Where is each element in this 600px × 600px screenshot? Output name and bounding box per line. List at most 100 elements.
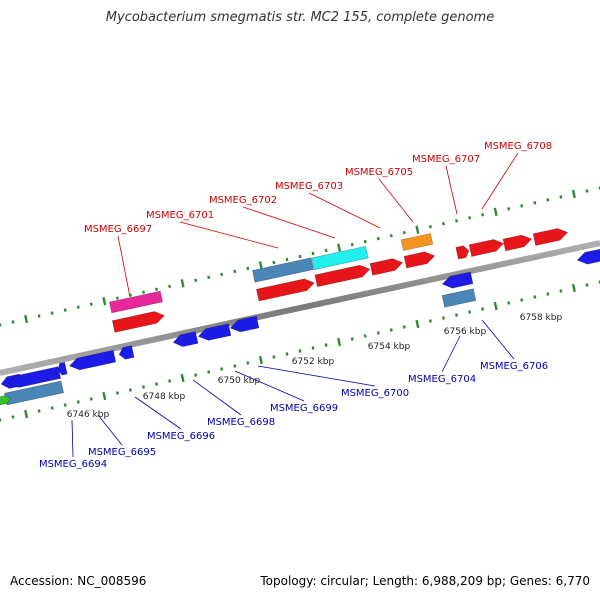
gene-label[interactable]: MSMEG_6703 (275, 181, 343, 192)
minor-tick (324, 248, 328, 253)
label-connector (445, 165, 458, 215)
label-connector (481, 152, 519, 210)
gene-feature[interactable] (502, 233, 533, 252)
major-tick (24, 314, 29, 324)
major-tick (571, 189, 576, 199)
minor-tick (194, 278, 198, 283)
label-connector (308, 192, 381, 229)
major-tick (102, 297, 107, 306)
minor-tick (350, 242, 354, 247)
minor-tick (468, 216, 472, 220)
gene-label[interactable]: MSMEG_6707 (412, 154, 480, 165)
label-connector (192, 379, 242, 416)
minor-tick (37, 314, 41, 318)
major-tick (337, 337, 342, 347)
minor-tick (402, 230, 406, 235)
minor-tick (272, 355, 276, 359)
minor-tick (115, 296, 119, 300)
gene-label[interactable]: MSMEG_6695 (88, 447, 156, 458)
gene-feature[interactable] (0, 395, 12, 406)
minor-tick (402, 325, 406, 329)
minor-tick (442, 316, 445, 320)
gene-feature[interactable] (455, 245, 470, 260)
gene-label[interactable]: MSMEG_6699 (270, 403, 338, 414)
gene-feature[interactable] (109, 290, 163, 314)
minor-tick (89, 397, 93, 401)
major-tick (24, 409, 29, 419)
gene-feature[interactable] (441, 271, 474, 290)
minor-tick (298, 254, 302, 259)
minor-tick (246, 361, 250, 365)
gene-feature[interactable] (229, 315, 260, 334)
gene-label[interactable]: MSMEG_6704 (408, 374, 476, 385)
gene-feature[interactable] (468, 238, 505, 257)
label-connector (378, 178, 414, 223)
gene-feature[interactable] (314, 263, 371, 288)
gene-label[interactable]: MSMEG_6708 (484, 141, 552, 152)
gene-feature[interactable] (311, 245, 369, 271)
gene-label[interactable]: MSMEG_6697 (84, 224, 152, 235)
major-tick (258, 261, 263, 270)
gene-label[interactable]: MSMEG_6706 (480, 361, 548, 372)
gene-label[interactable]: MSMEG_6694 (39, 459, 107, 470)
minor-tick (37, 409, 41, 413)
gene-label[interactable]: MSMEG_6705 (345, 167, 413, 178)
minor-tick (455, 219, 458, 223)
label-connector (441, 335, 461, 373)
gene-label[interactable]: MSMEG_6701 (146, 210, 214, 221)
minor-tick (272, 260, 276, 265)
gene-feature[interactable] (118, 345, 135, 361)
gene-label[interactable]: MSMEG_6696 (147, 431, 215, 442)
major-tick (180, 279, 185, 288)
gene-feature[interactable] (111, 310, 165, 333)
scale-tick-label: 6748 kbp (143, 392, 186, 402)
minor-tick (89, 302, 93, 306)
gene-feature[interactable] (532, 227, 569, 246)
gene-feature[interactable] (403, 250, 436, 269)
minor-tick (363, 334, 367, 338)
gene-feature[interactable] (68, 349, 117, 371)
label-connector (481, 319, 515, 360)
major-tick (415, 319, 420, 329)
minor-tick (220, 272, 224, 277)
minor-tick (128, 388, 132, 392)
minor-tick (76, 305, 80, 309)
scale-tick-label: 6756 kbp (444, 327, 487, 337)
gene-label[interactable]: MSMEG_6700 (341, 388, 409, 399)
minor-tick (50, 311, 54, 315)
gene-feature[interactable] (252, 257, 314, 283)
gene-feature[interactable] (197, 323, 232, 343)
gene-feature[interactable] (369, 257, 404, 276)
minor-tick (194, 373, 198, 377)
minor-tick (233, 269, 237, 274)
minor-tick (376, 331, 380, 335)
minor-tick (455, 313, 458, 317)
gene-feature[interactable] (7, 366, 62, 390)
label-connector (97, 414, 123, 446)
gene-label[interactable]: MSMEG_6698 (207, 417, 275, 428)
gene-feature[interactable] (400, 233, 434, 251)
minor-tick (311, 251, 315, 256)
gene-feature[interactable] (441, 288, 477, 308)
major-tick (102, 391, 107, 401)
minor-tick (533, 295, 537, 299)
minor-tick (468, 310, 472, 314)
minor-tick (142, 385, 145, 389)
gene-label[interactable]: MSMEG_6702 (209, 195, 277, 206)
scale-tick-label: 6752 kbp (292, 357, 335, 367)
gene-feature[interactable] (576, 247, 600, 266)
minor-tick (520, 298, 524, 302)
minor-tick (546, 198, 550, 202)
minor-tick (76, 400, 80, 404)
minor-tick (50, 406, 54, 410)
minor-tick (324, 343, 328, 347)
minor-tick (311, 346, 315, 350)
label-connectors (71, 152, 519, 458)
gene-feature[interactable] (256, 277, 315, 302)
gene-feature[interactable] (172, 331, 199, 349)
gene-feature[interactable] (57, 361, 68, 376)
minor-tick (246, 266, 250, 271)
gene-features[interactable] (0, 227, 600, 406)
gene-labels[interactable]: MSMEG_6697 MSMEG_6701 MSMEG_6702 MSMEG_6703… (39, 141, 552, 470)
